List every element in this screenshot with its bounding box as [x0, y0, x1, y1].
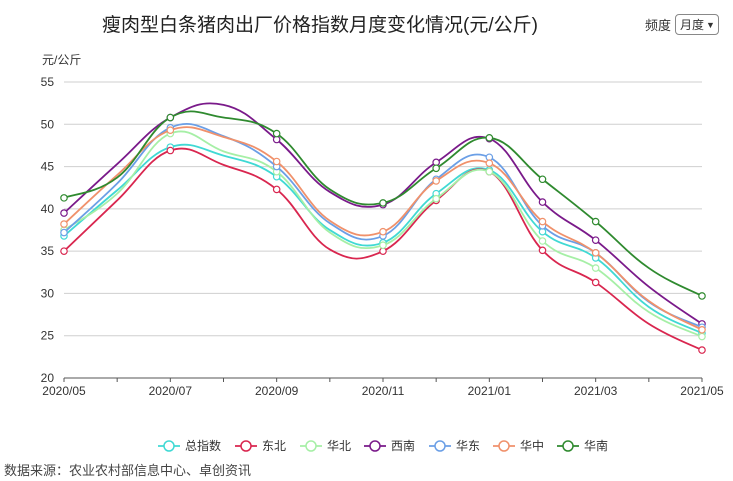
series-line-4: [63, 123, 703, 329]
x-tick-label: 2021/05: [680, 384, 724, 398]
y-tick-label: 45: [41, 160, 55, 174]
data-point: [272, 129, 281, 138]
x-tick-label: 2020/05: [42, 384, 86, 398]
legend-marker[interactable]: [240, 440, 252, 452]
data-point: [166, 113, 175, 122]
y-tick-label: 35: [41, 244, 55, 258]
y-tick-label: 40: [41, 202, 55, 216]
data-point: [538, 175, 547, 184]
data-point: [60, 220, 68, 228]
legend-label[interactable]: 东北: [262, 439, 286, 453]
data-point: [538, 246, 547, 255]
legend-label[interactable]: 西南: [391, 438, 415, 453]
data-point: [272, 185, 281, 194]
data-point: [485, 167, 494, 176]
legend-label[interactable]: 华东: [456, 439, 480, 453]
data-point: [485, 134, 494, 142]
data-point: [166, 146, 175, 155]
legend-label[interactable]: 华南: [584, 438, 608, 453]
chart-title: 瘦肉型白条猪肉出厂价格指数月度变化情况(元/公斤): [102, 15, 538, 36]
data-point: [485, 159, 494, 167]
frequency-label: 频度: [645, 18, 672, 33]
y-tick-label: 30: [41, 286, 55, 300]
data-point: [60, 247, 68, 255]
y-axis-label: 元/公斤: [42, 53, 81, 67]
data-point: [538, 217, 547, 226]
data-point: [591, 217, 600, 226]
x-tick-label: 2020/07: [149, 384, 193, 398]
legend-label[interactable]: 华中: [520, 438, 544, 453]
frequency-select[interactable]: 月度 ▼: [675, 14, 719, 35]
data-point: [432, 194, 440, 203]
data-point: [698, 325, 706, 334]
x-tick-label: 2021/01: [468, 384, 512, 398]
data-point: [166, 126, 175, 135]
data-point: [60, 209, 68, 217]
frequency-selected-value: 月度: [680, 18, 705, 32]
data-point: [591, 264, 600, 272]
legend-marker[interactable]: [562, 440, 574, 452]
x-tick-label: 2020/09: [255, 384, 299, 398]
data-point: [60, 228, 68, 237]
data-point: [379, 227, 387, 236]
data-point: [60, 194, 68, 202]
data-point: [591, 278, 600, 287]
data-point: [538, 237, 547, 245]
legend-label[interactable]: 总指数: [185, 438, 221, 453]
data-point: [698, 346, 706, 354]
data-point: [379, 199, 387, 207]
y-tick-label: 25: [41, 329, 55, 343]
legend-marker[interactable]: [369, 440, 381, 452]
frequency-control: 频度 月度 ▼: [645, 14, 719, 35]
data-point: [698, 332, 706, 341]
y-tick-label: 20: [41, 371, 55, 385]
data-point: [432, 164, 440, 173]
data-point: [272, 157, 281, 166]
y-tick-label: 55: [41, 75, 55, 89]
x-tick-label: 2021/03: [574, 384, 618, 398]
y-tick-label: 50: [41, 117, 55, 131]
data-point: [591, 249, 600, 257]
x-tick-label: 2020/11: [362, 384, 405, 398]
data-point: [538, 198, 547, 206]
chevron-down-icon: ▼: [706, 19, 715, 30]
data-point: [379, 241, 387, 250]
data-point: [432, 177, 440, 185]
legend-label[interactable]: 华北: [327, 439, 351, 453]
legend-marker[interactable]: [434, 440, 446, 452]
legend-marker[interactable]: [305, 440, 317, 452]
data-point: [698, 292, 706, 300]
legend-marker[interactable]: [498, 440, 510, 452]
data-source-note: 数据来源：农业农村部信息中心、卓创资讯: [4, 463, 252, 478]
legend-marker[interactable]: [163, 440, 175, 452]
data-point: [591, 236, 600, 244]
